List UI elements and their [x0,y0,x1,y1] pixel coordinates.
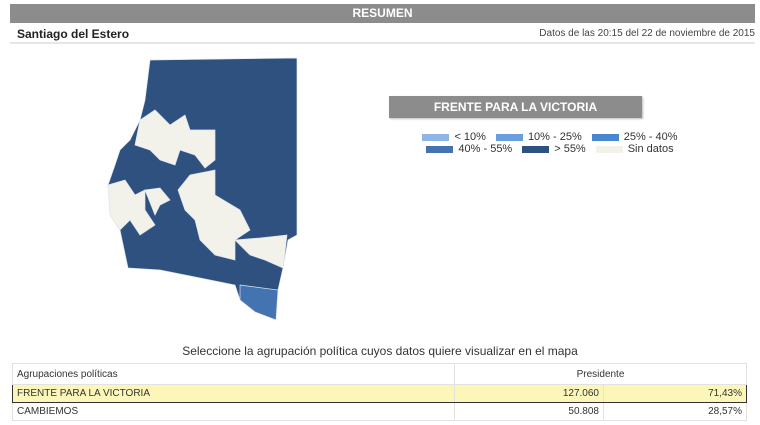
map-region[interactable] [234,234,288,269]
legend-swatch [422,133,450,141]
legend-item: > 55% [522,143,586,155]
column-header-party: Agrupaciones políticas [12,363,455,385]
legend-item: Sin datos [595,143,674,155]
map-region[interactable] [239,284,279,321]
legend-item: 25% - 40% [591,131,678,143]
results-table: Agrupaciones políticas Presidente FRENTE… [12,363,747,421]
map-region[interactable] [177,169,251,261]
legend-label: 25% - 40% [623,131,678,143]
votes: 127.060 [454,384,604,403]
legend-swatch [591,133,619,141]
divider [10,42,755,44]
legend-swatch [426,145,454,153]
instruction-text: Seleccione la agrupación política cuyos … [182,344,578,358]
legend-swatch [522,145,550,153]
party-name[interactable]: FRENTE PARA LA VICTORIA [12,384,455,403]
legend-label: Sin datos [627,143,674,155]
summary-header: RESUMEN [10,4,755,23]
legend-label: 40% - 55% [458,143,513,155]
map-region[interactable] [107,179,156,236]
data-timestamp: Datos de las 20:15 del 22 de noviembre d… [539,28,755,39]
legend-swatch [495,133,523,141]
percentage: 71,43% [603,384,747,403]
votes: 50.808 [454,402,604,421]
legend-label: > 55% [554,143,586,155]
map-region[interactable] [134,109,216,169]
legend-item: 40% - 55% [426,143,512,155]
legend-item: 10% - 25% [495,131,582,143]
province-name: Santiago del Estero [17,27,130,41]
legend-swatch [595,145,623,153]
map-legend: < 10% 10% - 25% 25% - 40% 40% - 55% > 55… [420,131,680,155]
legend-label: 10% - 25% [527,131,582,143]
province-map[interactable] [100,50,300,325]
table-row[interactable]: CAMBIEMOS 50.808 28,57% [12,402,747,421]
legend-label: < 10% [454,131,486,143]
party-title: FRENTE PARA LA VICTORIA [389,96,642,118]
percentage: 28,57% [603,402,747,421]
map-region[interactable] [144,187,171,216]
party-name[interactable]: CAMBIEMOS [12,402,455,421]
column-header-president: Presidente [454,363,747,385]
legend-item: < 10% [422,131,486,143]
table-row[interactable]: FRENTE PARA LA VICTORIA 127.060 71,43% [12,384,747,403]
